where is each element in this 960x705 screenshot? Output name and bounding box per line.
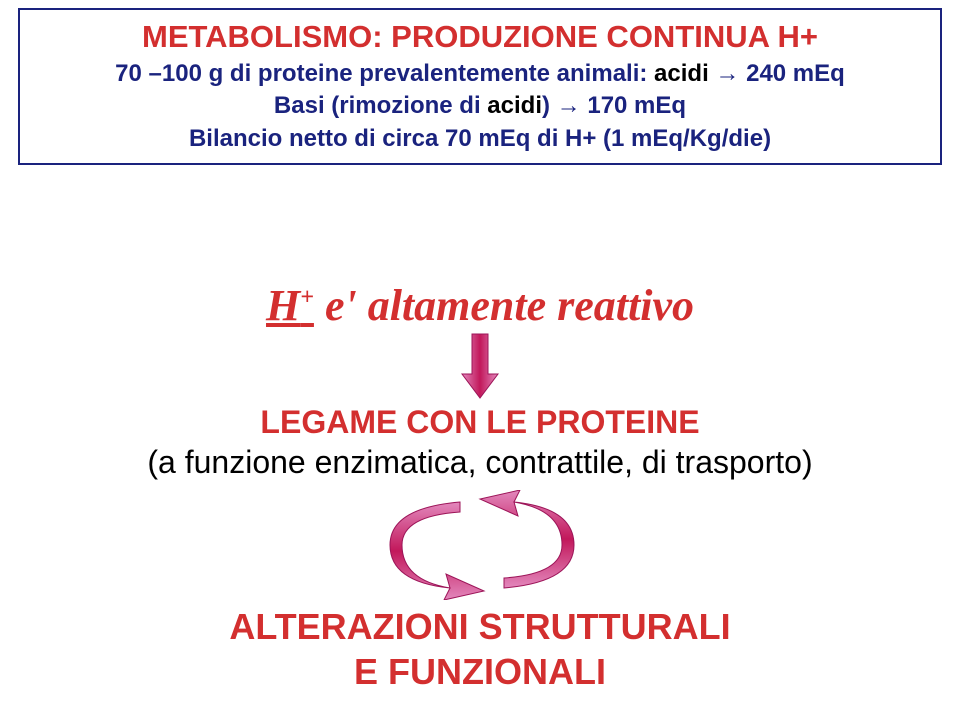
alter-line1: ALTERAZIONI STRUTTURALI	[229, 606, 730, 647]
line2-black: acidi	[487, 92, 542, 119]
reactive-h: H	[266, 281, 300, 330]
reactive-plus: +	[300, 284, 314, 310]
reactive-heading: H+ e' altamente reattivo	[0, 280, 960, 331]
arrow-down-icon	[460, 332, 500, 400]
line1-post: 240 mEq	[739, 60, 844, 87]
alter-line2: E FUNZIONALI	[354, 651, 606, 692]
line1-pre: 70 –100 g di proteine prevalentemente an…	[115, 60, 654, 87]
arrow-right-icon: →	[709, 60, 740, 87]
box-line3: Bilancio netto di circa 70 mEq di H+ (1 …	[30, 123, 930, 155]
alterations-heading: ALTERAZIONI STRUTTURALI E FUNZIONALI	[0, 604, 960, 694]
protein-sub: (a funzione enzimatica, contrattile, di …	[0, 444, 960, 481]
reactive-rest: e' altamente reattivo	[314, 281, 694, 330]
line2-after: 170 mEq	[581, 92, 686, 119]
box-line2: Basi (rimozione di acidi) → 170 mEq	[30, 90, 930, 122]
cycle-arrows-icon	[372, 490, 592, 600]
protein-heading: LEGAME CON LE PROTEINE	[0, 404, 960, 441]
metabolism-box: METABOLISMO: PRODUZIONE CONTINUA H+ 70 –…	[18, 8, 942, 165]
line1-black: acidi	[654, 60, 709, 87]
arrow-right-icon: →	[557, 92, 581, 119]
box-line1: 70 –100 g di proteine prevalentemente an…	[30, 58, 930, 90]
line2-pre: Basi (rimozione di	[274, 92, 487, 119]
line2-post: )	[542, 92, 557, 119]
box-title: METABOLISMO: PRODUZIONE CONTINUA H+	[30, 16, 930, 58]
